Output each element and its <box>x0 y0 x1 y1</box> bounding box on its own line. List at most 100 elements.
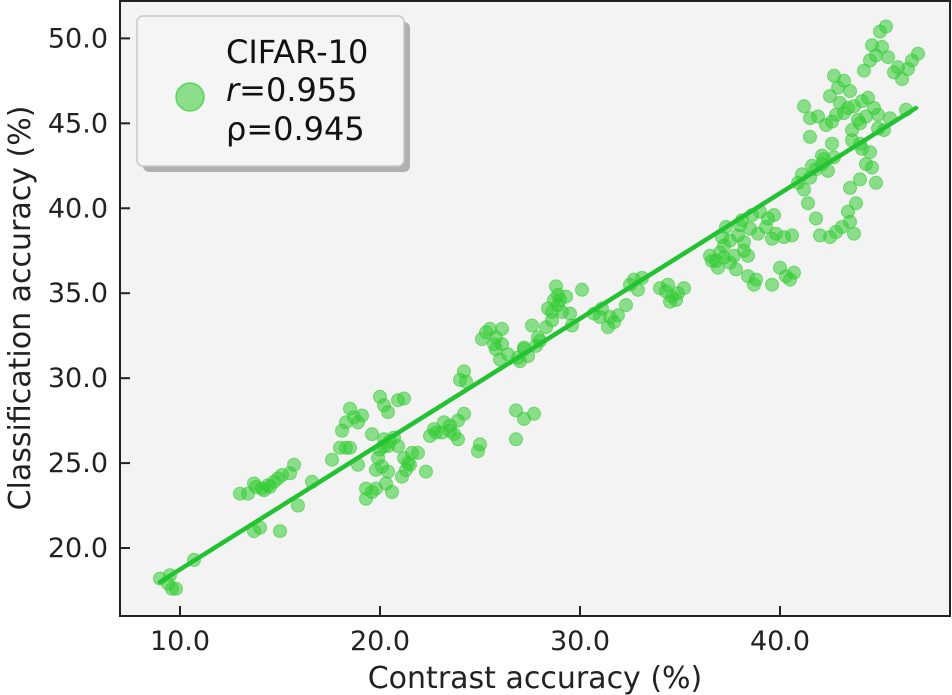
legend: CIFAR-10 r=0.955 ρ=0.945 <box>136 15 410 172</box>
data-point <box>437 415 451 430</box>
legend-spearman: ρ=0.945 <box>226 110 365 148</box>
x-tick-label: 20.0 <box>350 626 410 657</box>
data-point <box>797 99 811 114</box>
data-point <box>525 318 539 333</box>
data-point <box>381 405 395 420</box>
fit-layer <box>157 105 919 585</box>
data-point <box>457 406 471 421</box>
data-point <box>677 281 691 296</box>
data-point <box>355 408 369 423</box>
data-point <box>549 279 563 294</box>
data-point <box>711 260 725 275</box>
data-point <box>509 432 523 447</box>
data-point <box>365 427 379 442</box>
x-tick-label: 30.0 <box>550 626 610 657</box>
data-point <box>727 248 741 263</box>
data-point <box>343 440 357 455</box>
data-point <box>343 401 357 416</box>
y-tick-label: 30.0 <box>48 363 108 394</box>
data-point <box>509 403 523 418</box>
data-point <box>411 445 425 460</box>
data-point <box>911 46 925 61</box>
data-point <box>891 60 905 75</box>
data-point <box>563 306 577 321</box>
legend-marker <box>175 82 205 112</box>
data-point <box>849 196 863 211</box>
data-point <box>847 226 861 241</box>
data-point <box>871 107 885 122</box>
data-point <box>263 479 277 494</box>
data-point <box>865 160 879 175</box>
data-point <box>451 432 465 447</box>
data-point <box>765 277 779 292</box>
data-point <box>869 175 883 190</box>
data-point <box>809 211 823 226</box>
data-point <box>661 277 675 292</box>
data-point <box>851 112 865 127</box>
ticks-layer: 10.0 20.0 30.0 40.0 20.0 25.0 30.0 35.0 40.0 45.0… <box>48 23 810 657</box>
data-point <box>663 294 677 309</box>
data-point <box>853 172 867 187</box>
data-point <box>747 277 761 292</box>
y-tick-label: 45.0 <box>48 108 108 139</box>
data-point <box>487 337 501 352</box>
data-point <box>797 182 811 197</box>
y-tick-label: 40.0 <box>48 193 108 224</box>
y-tick-label: 50.0 <box>48 23 108 54</box>
data-point <box>397 391 411 406</box>
data-point <box>575 282 589 297</box>
data-point <box>547 293 561 307</box>
data-point <box>841 204 855 219</box>
data-point <box>825 136 839 151</box>
data-point <box>427 422 441 437</box>
data-point <box>857 63 871 78</box>
data-point <box>419 464 433 479</box>
x-axis-label: Contrast accuracy (%) <box>368 661 703 695</box>
data-point <box>827 68 841 83</box>
data-point <box>619 298 633 313</box>
data-point <box>273 524 287 539</box>
data-point <box>879 19 893 34</box>
x-tick-label: 40.0 <box>750 626 810 657</box>
y-axis-label: Classification accuracy (%) <box>3 106 38 511</box>
data-point <box>861 90 875 105</box>
data-point <box>369 481 383 496</box>
data-point <box>761 211 775 226</box>
data-point <box>391 439 405 454</box>
data-point <box>783 272 797 287</box>
legend-label: CIFAR-10 <box>226 33 368 71</box>
data-point <box>801 196 815 211</box>
data-point <box>729 262 743 277</box>
data-point <box>403 457 417 472</box>
data-point <box>291 498 305 513</box>
data-point <box>527 406 541 421</box>
data-point <box>865 38 879 53</box>
y-tick-label: 35.0 <box>48 278 108 309</box>
legend-pearson: r=0.955 <box>226 71 358 109</box>
data-point <box>287 457 301 472</box>
data-point <box>473 437 487 452</box>
regression-line <box>157 105 919 585</box>
data-point <box>741 248 755 263</box>
data-point <box>843 180 857 195</box>
data-point <box>811 109 825 124</box>
data-point <box>607 315 621 330</box>
data-point <box>881 50 895 65</box>
data-point <box>545 313 559 328</box>
data-point <box>785 228 799 243</box>
data-point <box>247 476 261 491</box>
y-tick-label: 20.0 <box>48 533 108 564</box>
data-point <box>495 321 509 336</box>
legend-box <box>136 15 405 167</box>
y-tick-label: 25.0 <box>48 448 108 479</box>
plot-frame <box>119 0 951 617</box>
legend-r-symbol: r <box>226 71 241 109</box>
data-point <box>833 95 847 110</box>
legend-r-value: =0.955 <box>239 71 357 109</box>
data-point <box>815 148 829 163</box>
data-point <box>823 89 837 104</box>
data-point <box>325 452 339 467</box>
data-point <box>381 464 395 479</box>
data-point <box>803 129 817 144</box>
